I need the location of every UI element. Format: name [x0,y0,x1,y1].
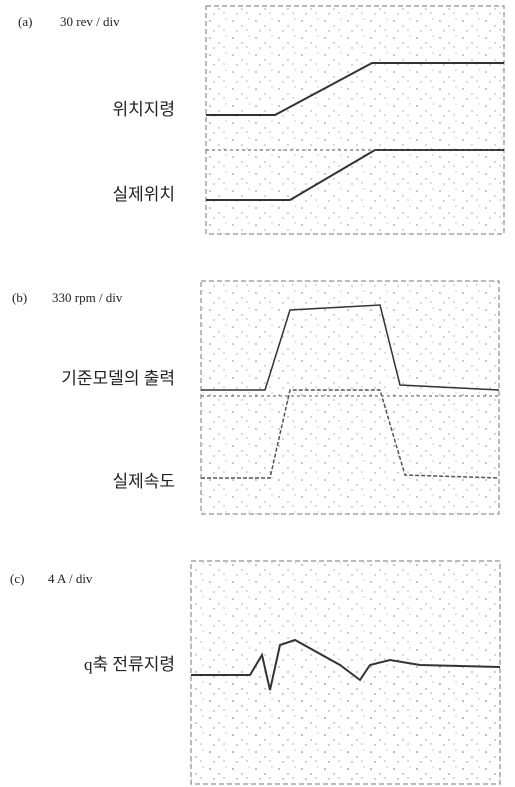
scope-screen-b [201,281,499,514]
trace-label: q축 전류지령 [0,650,175,675]
panel-label: (a) [18,14,32,30]
panel-scale: 4 A / div [48,571,92,587]
trace-label: 실제위치 [0,180,175,205]
panel-scale: 30 rev / div [60,14,120,30]
scope-screen-a [206,6,504,234]
panel-label: (c) [10,571,24,587]
trace-label: 실제속도 [0,467,175,492]
scope-screen-c [191,561,500,784]
figure-page: (a) 30 rev / div 위치지령 실제위치 (b) 330 rpm /… [0,0,515,787]
panel-scale: 330 rpm / div [52,290,122,306]
trace-label: 위치지령 [0,95,175,120]
trace-label: 기준모델의 출력 [0,364,175,389]
panel-label: (b) [12,290,27,306]
